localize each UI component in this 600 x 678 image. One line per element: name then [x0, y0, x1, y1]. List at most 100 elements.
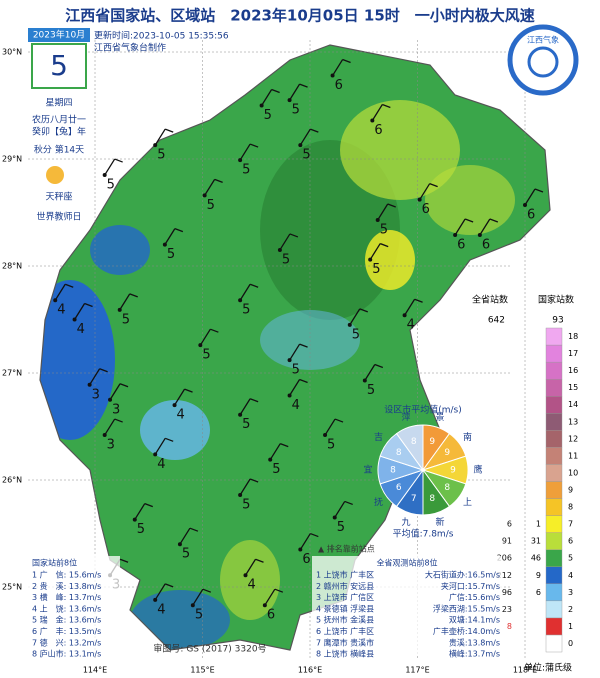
station: 5 — [162, 227, 184, 262]
wind-barb — [279, 233, 291, 251]
station: 4 — [402, 298, 423, 333]
table-row: 4 上 饶: 13.6m/s — [32, 603, 101, 613]
station: 4 — [287, 378, 308, 413]
wind-barb — [104, 418, 116, 436]
station-dot — [477, 232, 482, 237]
station: 6 — [262, 588, 284, 623]
wind-barb — [269, 443, 281, 461]
station-value: 5 — [107, 178, 115, 193]
legend-level: 0 — [568, 639, 573, 648]
pie-value: 7 — [411, 494, 417, 504]
station-dot — [53, 298, 58, 303]
station: 5 — [332, 500, 353, 535]
station: 4 — [72, 302, 93, 337]
station-dot — [453, 232, 458, 237]
station: 5 — [347, 308, 369, 342]
station-dot — [287, 393, 292, 398]
barb-feather — [271, 88, 280, 94]
station: 6 — [417, 183, 438, 217]
wind-barb — [164, 228, 176, 245]
pie-value: 8 — [390, 466, 396, 476]
table-row: 8 庐山市: 13.1m/s — [32, 649, 101, 659]
station-value: 6 — [422, 202, 430, 217]
station-dot — [268, 457, 273, 462]
station: 4 — [172, 388, 193, 423]
legend-swatch — [545, 464, 563, 482]
barb-feather — [299, 378, 308, 384]
pie-city: 宜 — [363, 464, 372, 476]
station-dot — [362, 378, 367, 383]
station-value: 5 — [122, 312, 130, 327]
unit: 单位:蒲氏级 — [524, 662, 572, 674]
barb-feather — [164, 583, 174, 588]
station-value: 5 — [195, 608, 203, 623]
wind-barb — [54, 283, 66, 301]
barb-feather — [310, 128, 319, 133]
barb-feather — [299, 83, 308, 88]
station-dot — [172, 403, 177, 408]
legend-level: 16 — [568, 366, 578, 375]
wind-barb — [289, 379, 301, 396]
pie-city: 吉 — [374, 432, 383, 443]
station-dot — [190, 603, 195, 608]
pie-city: 南 — [463, 431, 472, 443]
station-value: 6 — [527, 208, 535, 223]
table-cell: 6 上饶市 广丰区 — [316, 626, 374, 636]
station-dot — [332, 515, 337, 520]
barb-feather — [374, 363, 384, 369]
lat-label: 27°N — [2, 369, 22, 378]
barb-feather — [249, 478, 259, 483]
table-row: 3 横 峰: 13.7m/s — [32, 592, 101, 602]
table-cell: 浮梁西湖:15.5m/s — [433, 603, 500, 613]
legend-swatch — [545, 583, 563, 602]
festival: 世界教师日 — [36, 211, 81, 223]
pie-city: 新 — [435, 516, 444, 528]
province-total: 642 — [488, 316, 505, 326]
pie-city: 上 — [463, 497, 472, 508]
table-cell: 3 上饶市 广信区 — [316, 592, 374, 602]
calendar-month: 2023年10月 — [33, 29, 85, 41]
barb-feather — [279, 443, 289, 448]
station-value: 5 — [337, 520, 345, 535]
lat-label: 26°N — [2, 476, 22, 485]
wind-barb — [289, 343, 301, 361]
station-dot — [277, 247, 282, 252]
legend-swatch — [545, 327, 563, 346]
station-dot — [417, 197, 422, 202]
barb-feather — [334, 418, 344, 423]
title: 江西省国家站、区域站 2023年10月05日 15时 一小时内极大风速 — [65, 7, 535, 25]
station: 4 — [53, 283, 74, 318]
national-count: 46 — [531, 554, 541, 563]
legend-level: 7 — [568, 520, 573, 529]
station-dot — [259, 103, 264, 108]
wind-barb — [264, 588, 276, 606]
lat-label: 29°N — [2, 155, 22, 164]
barb-feather — [464, 218, 474, 223]
station: 5 — [153, 128, 174, 163]
station-dot — [375, 217, 380, 222]
lunar-date: 农历八月廿一 — [32, 114, 86, 126]
legend-swatch — [545, 430, 563, 448]
barb-feather — [64, 283, 74, 288]
wind-barb — [369, 243, 381, 260]
lon-label: 116°E — [298, 666, 322, 675]
station-dot — [298, 547, 303, 552]
station-value: 4 — [57, 303, 65, 318]
legend-swatch — [545, 396, 563, 414]
barb-feather — [164, 437, 174, 442]
station: 5 — [238, 283, 259, 318]
barb-feather — [249, 398, 259, 403]
wind-barb — [239, 143, 251, 161]
table-cell: 横峰:13.7m/s — [449, 649, 500, 659]
table-row: 6 广 丰: 13.5m/s — [32, 626, 101, 636]
station-value: 6 — [374, 123, 382, 138]
station-value: 4 — [177, 408, 185, 423]
legend-swatch — [545, 378, 563, 397]
station: 5 — [287, 83, 308, 118]
table-cell: 4 景德镇 浮梁县 — [316, 603, 374, 613]
station-value: 5 — [272, 462, 280, 477]
legend-level: 13 — [568, 417, 578, 426]
station-dot — [323, 433, 328, 438]
legend-level: 2 — [568, 605, 573, 614]
station-dot — [177, 542, 182, 547]
